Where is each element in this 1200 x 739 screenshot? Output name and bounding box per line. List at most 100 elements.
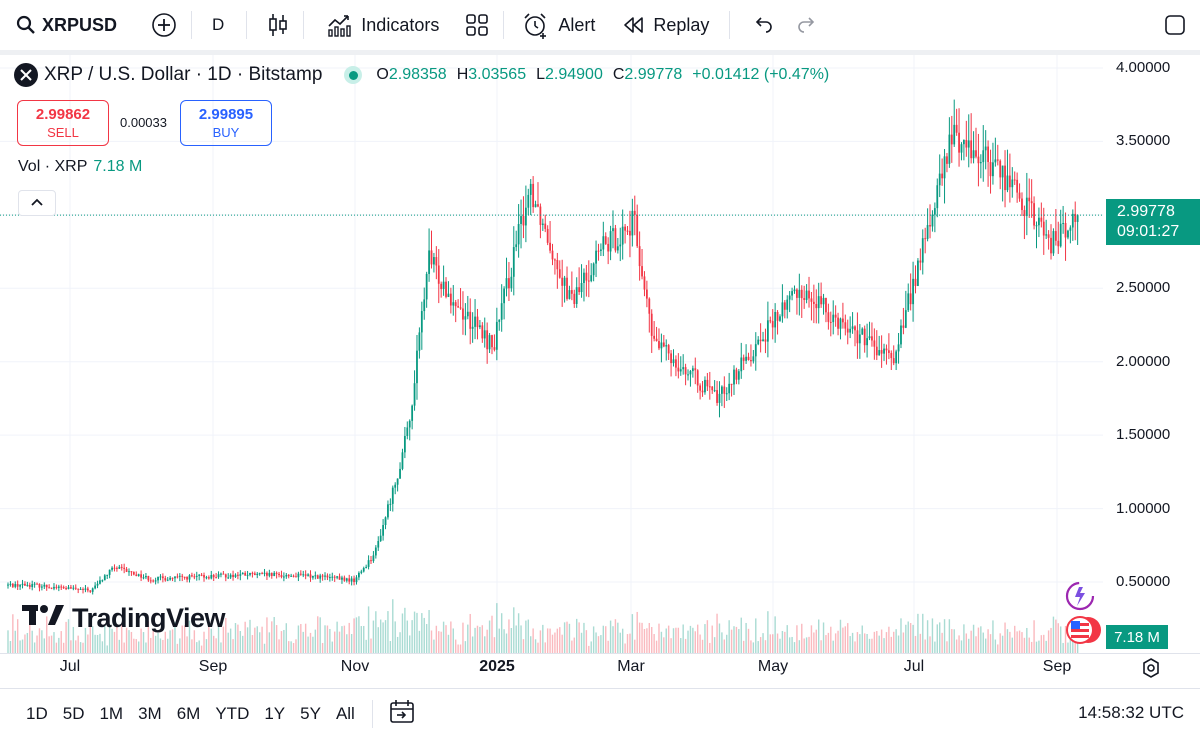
tradingview-logo[interactable]: TradingView — [22, 602, 226, 635]
volume-bar — [154, 635, 157, 653]
range-button-1m[interactable]: 1M — [99, 704, 124, 723]
symbol-search-button[interactable]: XRPUSD — [0, 0, 117, 50]
volume-bar — [268, 632, 271, 653]
toolbar-divider — [371, 700, 373, 728]
symbol-title[interactable]: XRP / U.S. Dollar · 1D · Bitstamp — [44, 64, 323, 85]
candle-body — [99, 580, 101, 584]
candle-body — [1038, 217, 1040, 226]
candle-body — [842, 318, 844, 323]
alert-button[interactable]: Alert — [522, 0, 595, 50]
volume-bar — [106, 645, 108, 653]
undo-button[interactable] — [752, 0, 774, 50]
volume-bar — [334, 631, 336, 653]
volume-bar — [242, 635, 244, 653]
volume-bar — [643, 629, 646, 653]
market-open-status-icon[interactable] — [344, 66, 363, 84]
volume-bar — [75, 640, 77, 653]
candle-body — [880, 350, 883, 354]
volume-bar — [602, 625, 605, 653]
volume-bar — [941, 632, 943, 653]
indicators-button[interactable]: Indicators — [326, 0, 439, 50]
candle-body — [711, 386, 714, 391]
volume-bar — [205, 639, 208, 653]
range-button-3m[interactable]: 3M — [138, 704, 162, 723]
price-axis[interactable] — [1103, 55, 1200, 653]
volume-bar — [670, 638, 672, 653]
calendar-icon — [389, 699, 415, 730]
candle-body — [491, 335, 493, 348]
ai-sparkle-icon[interactable] — [1062, 580, 1098, 617]
volume-bar — [251, 635, 254, 653]
us-flag-icon[interactable] — [1066, 615, 1106, 650]
candle-body — [730, 383, 733, 385]
range-button-group: 1D 5D 1M 3M 6M YTD 1Y 5Y All — [0, 704, 370, 724]
candle-body — [568, 290, 571, 299]
candle-body — [462, 308, 464, 320]
volume-bar — [515, 625, 517, 653]
candle-body — [370, 560, 372, 562]
compare-symbol-button[interactable] — [151, 0, 177, 50]
chart-type-button[interactable] — [267, 0, 289, 50]
goto-date-button[interactable] — [389, 699, 415, 730]
volume-bar — [958, 635, 960, 653]
volume-bar — [636, 611, 638, 653]
buy-button[interactable]: 2.99895 BUY — [180, 100, 272, 146]
candle-body — [234, 574, 237, 578]
candle-body — [689, 371, 692, 375]
fullscreen-button[interactable] — [1164, 0, 1186, 50]
volume-bar — [491, 615, 493, 653]
volume-bar — [167, 638, 169, 653]
volume-bar — [948, 619, 951, 653]
volume-bar — [302, 631, 304, 653]
layout-button[interactable] — [465, 0, 489, 50]
range-button-1d[interactable]: 1D — [26, 704, 48, 723]
candle-body — [304, 574, 307, 576]
range-button-5d[interactable]: 5D — [62, 704, 85, 723]
interval-button[interactable]: D — [212, 15, 225, 34]
range-button-all[interactable]: All — [335, 704, 355, 723]
volume-bar — [568, 623, 571, 653]
volume-bar — [614, 619, 617, 653]
candle-body — [469, 311, 472, 329]
volume-bar — [658, 623, 660, 653]
redo-button[interactable] — [796, 0, 818, 50]
volume-bar — [871, 638, 873, 653]
candle-body — [157, 576, 159, 581]
sell-button[interactable]: 2.99862 SELL — [17, 100, 109, 146]
volume-bar — [24, 634, 26, 653]
volume-bar — [234, 623, 237, 653]
utc-clock[interactable]: 14:58:32 UTC — [1078, 703, 1184, 722]
candle-body — [239, 574, 242, 576]
candle-body — [38, 583, 41, 588]
candle-body — [278, 573, 280, 576]
candle-body — [103, 575, 106, 581]
candlestick-chart[interactable] — [0, 55, 1103, 653]
volume-bar — [84, 627, 87, 653]
range-button-6m[interactable]: 6M — [176, 704, 201, 723]
volume-bar — [788, 637, 791, 653]
range-button-1y[interactable]: 1Y — [264, 704, 286, 723]
volume-bar — [261, 626, 263, 653]
volume-bar — [914, 635, 917, 653]
volume-bar — [895, 629, 897, 653]
candle-body — [946, 156, 948, 164]
chart-pane[interactable] — [0, 55, 1103, 653]
volume-bar — [859, 634, 861, 653]
volume-legend[interactable]: Vol · XRP 7.18 M — [18, 158, 142, 176]
candle-body — [1062, 223, 1065, 225]
replay-button[interactable]: Replay — [623, 0, 709, 50]
time-axis[interactable] — [0, 654, 1200, 688]
volume-bar — [960, 640, 963, 653]
volume-bar — [803, 638, 805, 653]
volume-bar — [999, 633, 1001, 653]
range-button-ytd[interactable]: YTD — [215, 704, 250, 723]
range-button-5y[interactable]: 5Y — [300, 704, 321, 723]
candle-body — [220, 573, 222, 575]
volume-bar — [830, 626, 832, 653]
candle-body — [917, 260, 919, 286]
candle-body — [638, 246, 641, 267]
collapse-legend-button[interactable] — [18, 190, 56, 216]
volume-bar — [888, 626, 890, 653]
settings-gear-icon[interactable] — [1140, 657, 1162, 684]
candle-body — [796, 289, 798, 298]
